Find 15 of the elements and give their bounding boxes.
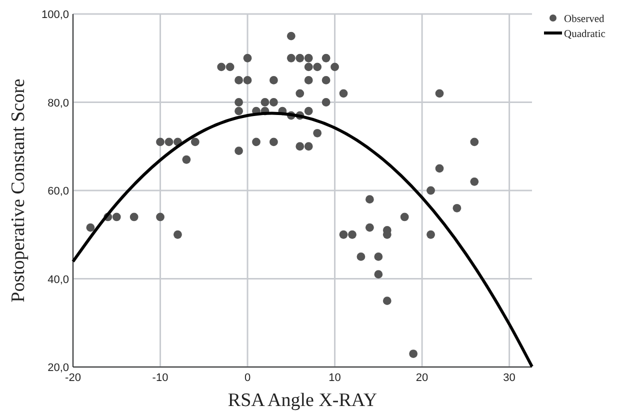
x-tick-label: -20 — [65, 372, 81, 384]
x-tick-label: 20 — [416, 372, 428, 384]
x-axis-title: RSA Angle X-RAY — [228, 390, 378, 411]
legend-label: Observed — [564, 14, 605, 25]
y-axis-title: Postoperative Constant Score — [8, 78, 29, 302]
legend-label: Quadratic — [564, 29, 606, 40]
y-tick-label: 60,0 — [48, 186, 69, 198]
x-tick-label: 0 — [244, 372, 251, 384]
y-tick-label: 20,0 — [48, 362, 69, 374]
y-tick-label: 80,0 — [48, 97, 69, 110]
x-tick-label: 10 — [328, 372, 341, 384]
y-tick-label: 40,0 — [48, 274, 69, 286]
x-tick-label: 30 — [503, 372, 516, 384]
y-tick-label: 100,0 — [41, 9, 69, 21]
x-tick-label: -10 — [152, 372, 168, 384]
